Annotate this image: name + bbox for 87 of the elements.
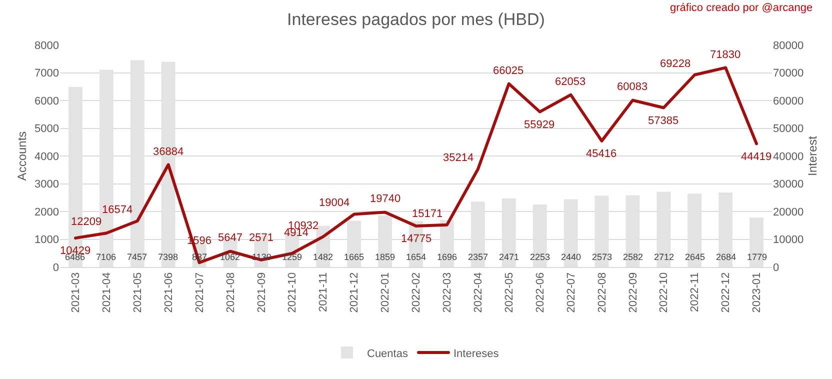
y-tick-label: 5000 bbox=[34, 123, 59, 136]
y2-tick-label: 40000 bbox=[773, 150, 804, 163]
data-label: 12209 bbox=[71, 216, 102, 228]
data-label: 71830 bbox=[710, 49, 741, 61]
x-tick-label: 2022-05 bbox=[503, 272, 516, 313]
x-tick-label: 2021-11 bbox=[318, 272, 330, 312]
text: gráfico creado por @arcange bbox=[670, 2, 813, 14]
data-label: 1062 bbox=[220, 252, 240, 262]
data-label: 66025 bbox=[493, 65, 524, 77]
data-label: 1130 bbox=[252, 252, 272, 262]
y-tick-label: 3000 bbox=[34, 178, 59, 191]
y-tick-label: 0 bbox=[52, 262, 59, 274]
data-label: 14775 bbox=[401, 233, 432, 245]
data-label: 62053 bbox=[555, 76, 586, 88]
data-label: 2582 bbox=[623, 252, 644, 262]
legend-label: Intereses bbox=[453, 348, 500, 360]
x-tick-label: 2022-11 bbox=[689, 272, 702, 312]
x-tick-label: 2022-07 bbox=[565, 272, 578, 313]
x-tick-label: 2021-08 bbox=[224, 272, 237, 313]
data-label: 7457 bbox=[127, 252, 148, 262]
data-label: 2253 bbox=[530, 252, 550, 262]
x-tick-label: 2021-04 bbox=[101, 272, 114, 313]
x-tick-label: 2021-09 bbox=[256, 272, 268, 313]
data-label: 44419 bbox=[741, 151, 772, 163]
legend-label: Cuentas bbox=[367, 348, 408, 360]
data-label: 36884 bbox=[153, 146, 184, 158]
data-label: 45416 bbox=[586, 148, 617, 160]
x-tick-label: 2022-12 bbox=[720, 272, 732, 313]
y2-tick-label: 0 bbox=[773, 262, 780, 274]
x-tick-label: 2022-03 bbox=[442, 272, 454, 313]
data-label: 15171 bbox=[412, 208, 443, 220]
data-label: 16574 bbox=[102, 204, 133, 216]
data-label: 55929 bbox=[524, 119, 555, 131]
y-axis-title: Accounts bbox=[15, 131, 29, 181]
data-label: 2645 bbox=[685, 252, 706, 262]
data-label: 1654 bbox=[406, 252, 426, 262]
x-tick-label: 2021-10 bbox=[286, 272, 299, 313]
data-label: 19004 bbox=[319, 197, 350, 209]
y2-tick-label: 10000 bbox=[773, 234, 804, 246]
data-label: 2712 bbox=[654, 252, 674, 262]
data-label: 2684 bbox=[716, 252, 736, 262]
y2-tick-label: 30000 bbox=[773, 178, 804, 191]
x-tick-label: 2022-09 bbox=[627, 272, 640, 313]
y2-tick-label: 50000 bbox=[773, 123, 804, 136]
data-label: 35214 bbox=[443, 152, 474, 164]
x-tick-label: 2022-10 bbox=[658, 272, 670, 313]
x-tick-label: 2022-01 bbox=[380, 272, 392, 313]
x-tick-label: 2021-06 bbox=[162, 272, 175, 313]
y-tick-label: 1000 bbox=[34, 234, 59, 246]
y2-tick-label: 20000 bbox=[773, 206, 804, 218]
x-tick-label: 2022-08 bbox=[596, 272, 608, 313]
x-tick-label: 2022-02 bbox=[410, 272, 423, 313]
data-label: 1859 bbox=[375, 252, 396, 262]
x-tick-label: 2021-12 bbox=[348, 272, 361, 313]
data-label: 2440 bbox=[561, 252, 582, 262]
data-label: 2357 bbox=[468, 252, 488, 262]
data-label: 60083 bbox=[617, 81, 648, 93]
data-label: 1665 bbox=[344, 252, 364, 262]
data-label: 19740 bbox=[370, 193, 401, 205]
data-label: 1259 bbox=[282, 252, 302, 262]
y-tick-label: 7000 bbox=[34, 68, 59, 80]
data-label: 7398 bbox=[158, 252, 178, 262]
data-label: 2571 bbox=[249, 232, 274, 244]
x-tick-label: 2022-06 bbox=[534, 272, 546, 313]
y-tick-label: 6000 bbox=[34, 95, 59, 108]
y2-tick-label: 80000 bbox=[773, 40, 804, 52]
x-tick-label: 2023-01 bbox=[751, 272, 764, 313]
chart-title: Intereses pagados por mes (HBD) bbox=[287, 10, 545, 30]
data-label: 2471 bbox=[499, 252, 520, 262]
data-label: 2573 bbox=[592, 252, 612, 262]
x-tick-label: 2021-03 bbox=[70, 272, 82, 313]
y2-tick-label: 70000 bbox=[773, 68, 804, 80]
data-label: 5647 bbox=[218, 232, 242, 244]
data-label: 1482 bbox=[313, 252, 334, 262]
x-tick-label: 2021-05 bbox=[132, 272, 144, 313]
y-tick-label: 4000 bbox=[34, 150, 59, 163]
data-label: 57385 bbox=[648, 115, 679, 127]
y2-tick-label: 60000 bbox=[773, 95, 804, 108]
data-label: 7106 bbox=[96, 252, 116, 262]
x-tick-label: 2022-04 bbox=[472, 272, 484, 313]
data-label: 1779 bbox=[747, 252, 768, 262]
y-tick-label: 2000 bbox=[34, 206, 59, 218]
x-tick-label: 2021-07 bbox=[194, 272, 206, 313]
y-tick-label: 8000 bbox=[34, 40, 59, 52]
data-label: 69228 bbox=[660, 58, 691, 70]
y2-axis-title: Interest bbox=[806, 135, 820, 176]
data-label: 1696 bbox=[437, 252, 458, 262]
